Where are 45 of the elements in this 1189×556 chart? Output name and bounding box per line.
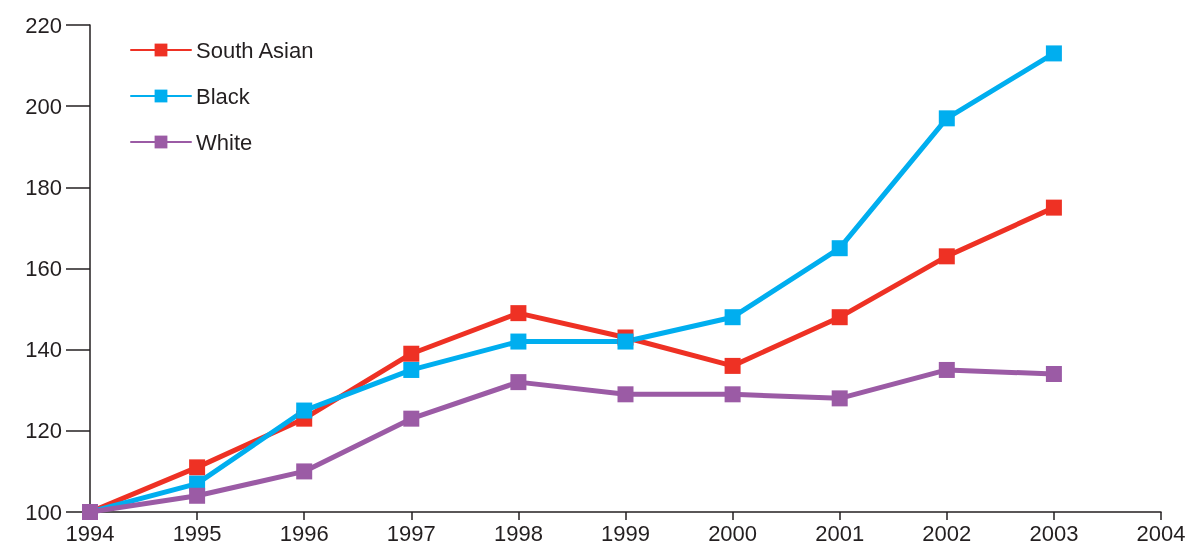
point — [189, 459, 206, 476]
y-tick-label: 160 — [25, 256, 62, 281]
point — [831, 309, 848, 326]
point — [617, 333, 634, 350]
point — [724, 386, 741, 403]
x-tick-label: 2000 — [708, 520, 758, 546]
legend-label: Black — [196, 83, 251, 109]
x-tick-label: 1995 — [172, 520, 222, 546]
point — [724, 357, 741, 374]
x-tick-label: 2003 — [1029, 520, 1079, 546]
y-tick-label: 140 — [25, 337, 62, 363]
point — [510, 374, 527, 391]
y-tick-label: 200 — [25, 93, 62, 119]
point — [403, 345, 420, 362]
x-tick-label: 1996 — [279, 520, 329, 546]
y-tick-label: 220 — [25, 12, 62, 38]
y-tick-label: 120 — [25, 418, 62, 444]
y-tick-label: 100 — [25, 499, 62, 525]
point — [938, 110, 955, 127]
x-tick-label: 1999 — [601, 520, 650, 546]
point — [403, 361, 420, 378]
x-tick-label: 1997 — [386, 520, 436, 546]
x-tick-label: 2002 — [922, 520, 972, 546]
point — [1045, 199, 1062, 216]
point — [296, 402, 313, 419]
x-tick-label: 2004 — [1136, 520, 1186, 546]
point — [296, 463, 313, 480]
point — [724, 309, 741, 326]
point — [510, 333, 527, 350]
x-tick-label: 1998 — [493, 520, 543, 546]
point — [510, 305, 527, 322]
point — [1045, 366, 1062, 383]
legend-label: South Asian — [196, 37, 314, 63]
x-tick-label: 2001 — [815, 520, 865, 546]
point — [938, 248, 955, 265]
point — [1045, 45, 1062, 62]
legend-label: White — [196, 129, 253, 155]
point — [831, 390, 848, 407]
x-tick-label: 1994 — [65, 520, 115, 546]
point — [189, 487, 206, 504]
y-tick-label: 180 — [25, 174, 62, 200]
point — [403, 410, 420, 427]
point — [831, 240, 848, 257]
point — [938, 361, 955, 378]
point — [617, 386, 634, 403]
